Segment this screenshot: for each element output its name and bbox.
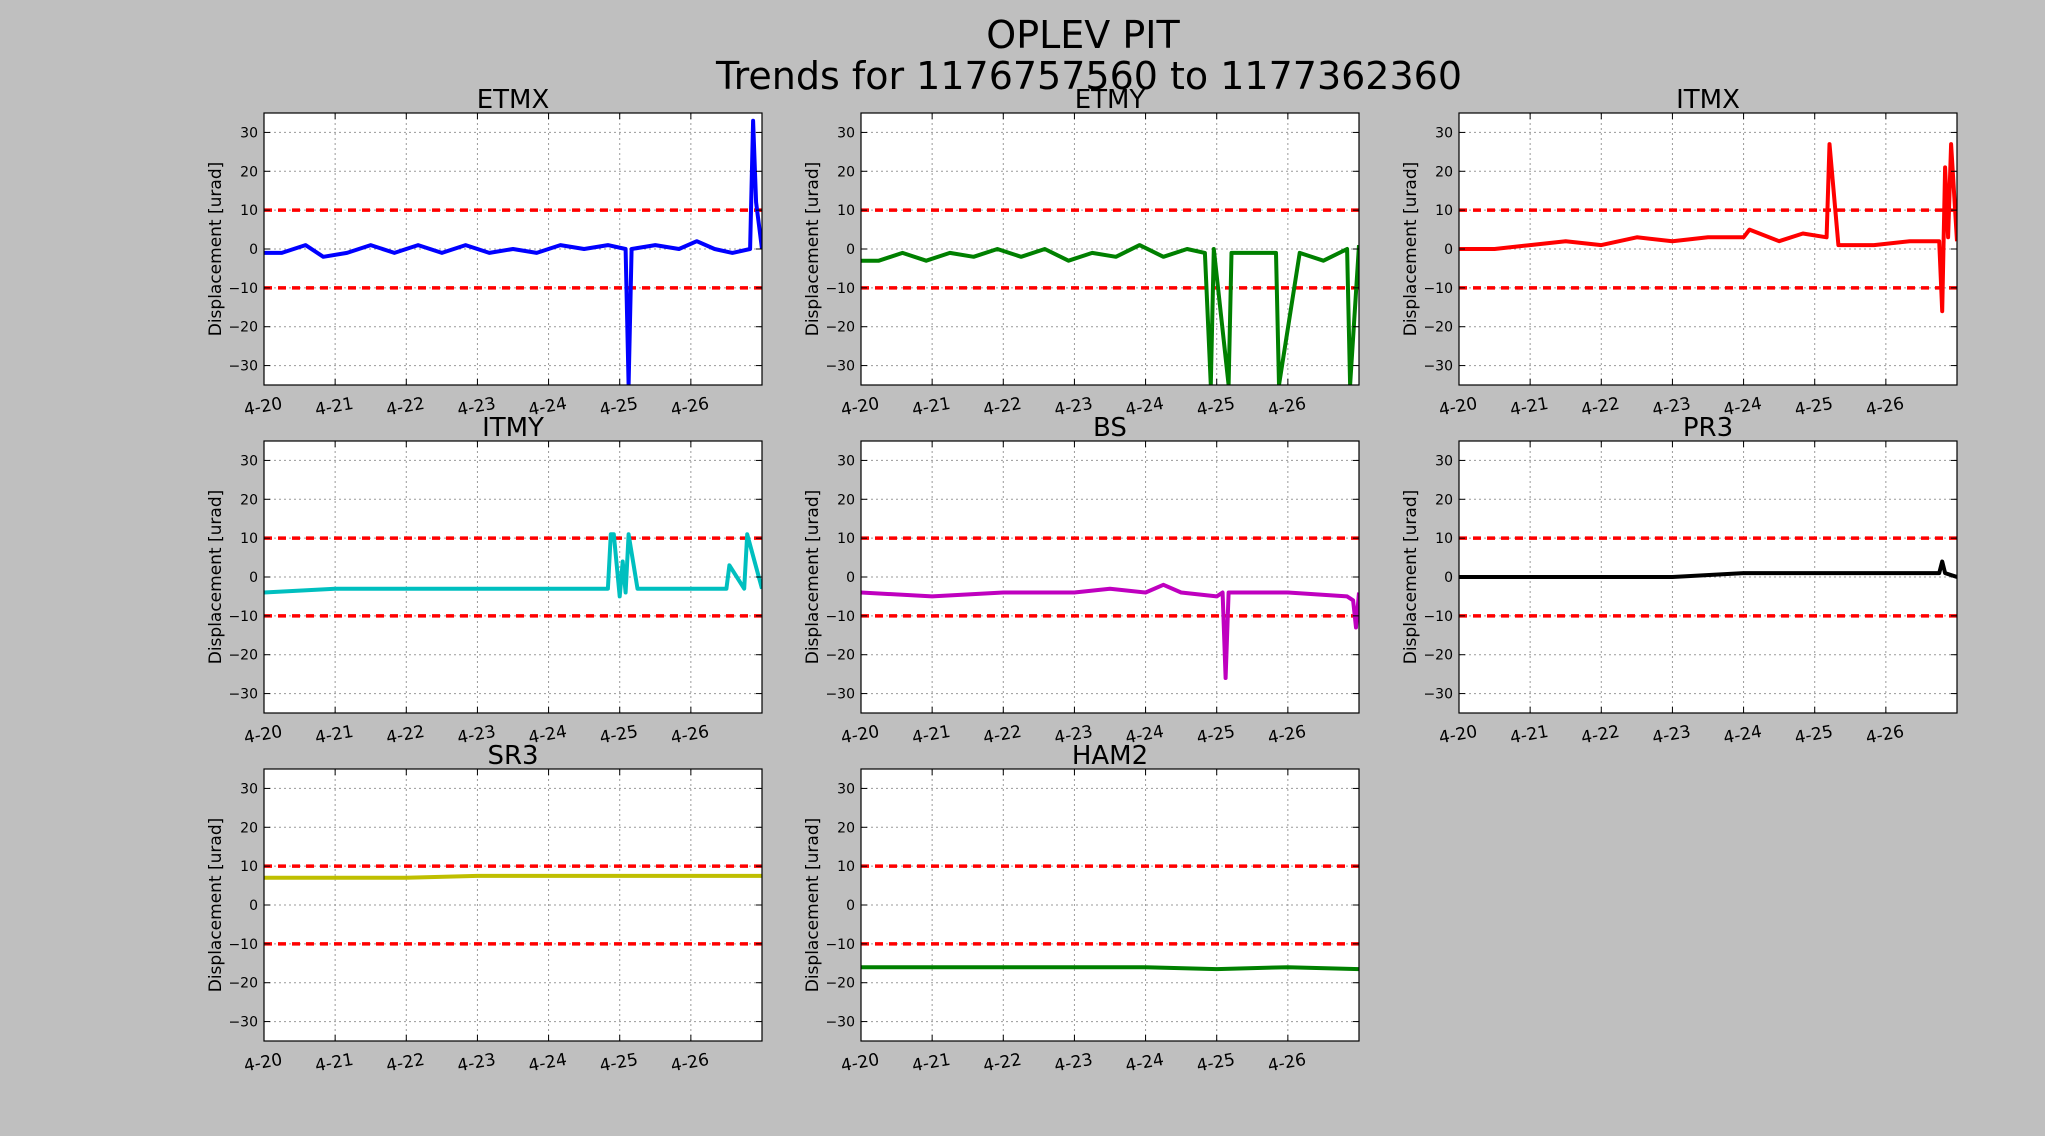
- series-line: [861, 965, 1359, 972]
- y-axis-label: Displacement [urad]: [206, 162, 226, 337]
- y-tick-label: 10: [240, 531, 258, 547]
- y-tick-label: 30: [240, 125, 258, 141]
- y-tick-label: 30: [240, 781, 258, 797]
- y-tick-label: −30: [228, 1015, 258, 1031]
- y-tick-label: −20: [1423, 648, 1453, 664]
- y-tick-label: 10: [837, 531, 855, 547]
- y-tick-label: −10: [825, 609, 855, 625]
- y-tick-label: 20: [837, 820, 855, 836]
- y-tick-label: 0: [846, 898, 855, 914]
- series-line: [264, 118, 762, 385]
- subplot-title: ETMX: [477, 85, 550, 115]
- series-line: [1459, 142, 1957, 314]
- y-tick-label: −20: [228, 976, 258, 992]
- y-tick-label: 30: [837, 453, 855, 469]
- subplot-title: ITMX: [1676, 85, 1740, 115]
- y-tick-label: −20: [825, 320, 855, 336]
- y-tick-label: 0: [846, 570, 855, 586]
- subplot-title: ETMY: [1075, 85, 1146, 115]
- y-axis-label: Displacement [urad]: [1401, 490, 1421, 665]
- y-tick-label: 0: [1444, 570, 1453, 586]
- y-tick-label: −20: [228, 320, 258, 336]
- y-tick-label: 20: [837, 492, 855, 508]
- y-tick-label: 0: [846, 242, 855, 258]
- y-tick-label: 0: [1444, 242, 1453, 258]
- y-tick-label: −30: [1423, 359, 1453, 375]
- subplot-title: BS: [1093, 413, 1127, 443]
- y-tick-label: 20: [1435, 492, 1453, 508]
- subplot-title: ITMY: [482, 413, 544, 443]
- plot-area: [861, 769, 1359, 1041]
- subplot-title: PR3: [1683, 413, 1733, 443]
- y-tick-label: 10: [240, 859, 258, 875]
- y-tick-label: −10: [1423, 281, 1453, 297]
- series-line: [264, 532, 762, 599]
- series-line: [861, 582, 1359, 680]
- y-tick-label: 10: [240, 203, 258, 219]
- y-tick-label: 30: [837, 781, 855, 797]
- y-tick-label: −30: [825, 359, 855, 375]
- y-tick-label: 10: [1435, 531, 1453, 547]
- y-tick-label: −20: [825, 648, 855, 664]
- y-tick-label: 30: [837, 125, 855, 141]
- y-tick-label: −30: [228, 359, 258, 375]
- figure-title: OPLEV PIT: [986, 13, 1180, 57]
- y-tick-label: 20: [1435, 164, 1453, 180]
- y-tick-label: −10: [228, 937, 258, 953]
- y-tick-label: −10: [825, 281, 855, 297]
- figure-subtitle: Trends for 1176757560 to 1177362360: [715, 54, 1462, 98]
- y-tick-label: −30: [825, 1015, 855, 1031]
- y-axis-label: Displacement [urad]: [803, 818, 823, 993]
- subplot-title: HAM2: [1072, 741, 1148, 771]
- y-tick-label: 20: [240, 164, 258, 180]
- plot-area: [264, 769, 762, 1041]
- plot-area: [264, 441, 762, 713]
- y-tick-label: 20: [240, 820, 258, 836]
- y-tick-label: −20: [825, 976, 855, 992]
- y-tick-label: 0: [249, 898, 258, 914]
- y-tick-label: 10: [1435, 203, 1453, 219]
- y-tick-label: −10: [228, 281, 258, 297]
- y-axis-label: Displacement [urad]: [206, 818, 226, 993]
- y-tick-label: 0: [249, 570, 258, 586]
- y-tick-label: −10: [825, 937, 855, 953]
- series-line: [264, 873, 762, 880]
- series-line: [1459, 559, 1957, 579]
- y-tick-label: 20: [837, 164, 855, 180]
- y-axis-label: Displacement [urad]: [803, 162, 823, 337]
- y-tick-label: −10: [1423, 609, 1453, 625]
- subplot-title: SR3: [487, 741, 538, 771]
- y-tick-label: −30: [825, 687, 855, 703]
- plot-area: [861, 441, 1359, 713]
- y-axis-label: Displacement [urad]: [1401, 162, 1421, 337]
- y-tick-label: 30: [240, 453, 258, 469]
- y-tick-label: −10: [228, 609, 258, 625]
- y-tick-label: 20: [240, 492, 258, 508]
- y-axis-label: Displacement [urad]: [803, 490, 823, 665]
- series-line: [861, 243, 1359, 385]
- y-tick-label: 30: [1435, 453, 1453, 469]
- y-tick-label: −20: [228, 648, 258, 664]
- y-tick-label: 0: [249, 242, 258, 258]
- y-axis-label: Displacement [urad]: [206, 490, 226, 665]
- y-tick-label: 10: [837, 203, 855, 219]
- plot-area: [1459, 113, 1957, 385]
- y-tick-label: −30: [1423, 687, 1453, 703]
- y-tick-label: −20: [1423, 320, 1453, 336]
- y-tick-label: 10: [837, 859, 855, 875]
- y-tick-label: −30: [228, 687, 258, 703]
- y-tick-label: 30: [1435, 125, 1453, 141]
